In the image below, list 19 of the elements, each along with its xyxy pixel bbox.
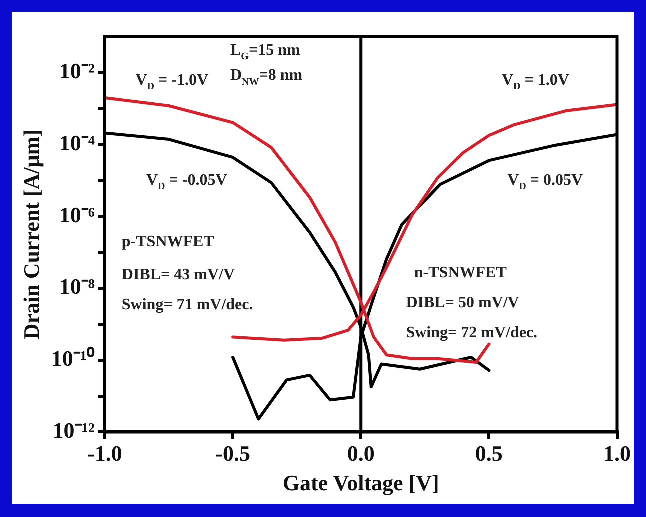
y-tick-label: 10⁻⁸ [59, 274, 96, 300]
x-tick-label: -1.0 [88, 441, 122, 466]
x-tick-label: 0.0 [347, 441, 375, 466]
y-axis-title: Drain Current [A/μm] [18, 130, 44, 340]
annotation: n-TSNWFET [414, 264, 508, 282]
x-tick-label: -0.5 [216, 441, 250, 466]
y-tick-label: 10⁻² [59, 58, 96, 84]
y-tick-label: 10⁻⁴ [59, 130, 96, 156]
annotation: DIBL= 50 mV/V [406, 294, 520, 312]
x-tick-label: 1.0 [604, 441, 631, 466]
y-tick-label: 10⁻¹² [52, 418, 96, 443]
annotation: p-TSNWFET [122, 233, 215, 250]
y-tick-label: 10⁻⁶ [59, 202, 96, 228]
y-tick-label: 10⁻¹⁰ [51, 346, 95, 372]
x-axis-title: Gate Voltage [V] [282, 470, 440, 496]
annotation: Swing= 72 mV/dec. [406, 324, 538, 342]
annotation: Swing= 71 mV/dec. [122, 296, 254, 314]
x-tick-label: 0.5 [475, 441, 503, 466]
annotation: DIBL= 43 mV/V [122, 266, 236, 284]
